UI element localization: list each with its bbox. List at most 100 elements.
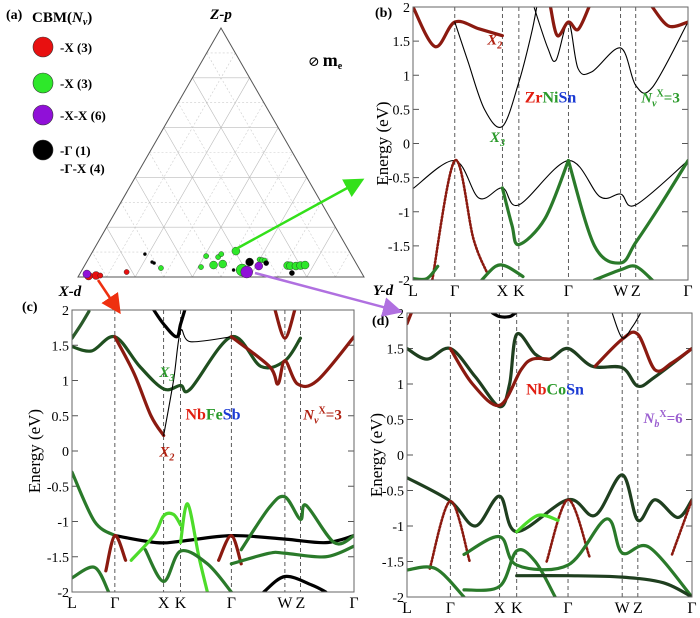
legend-item: -X (3) [32, 72, 92, 94]
kpoint-label: X [494, 600, 506, 617]
band-line [515, 573, 692, 597]
legend-label: -X (3) [60, 40, 92, 55]
ytick-label: 2 [62, 304, 69, 319]
band-line [454, 7, 538, 129]
ternary-point-black [143, 252, 147, 256]
ternary-gridline [220, 152, 293, 278]
valley-annotation: X2 [158, 445, 174, 464]
legend-title: CBM(Nv) [32, 10, 92, 28]
valley-annotation: X3 [489, 130, 505, 149]
valley-annotation: X3 [158, 365, 174, 384]
size-legend: ⊘ me [308, 50, 343, 72]
ternary-point-purple [82, 269, 92, 279]
band-line [104, 533, 128, 573]
ytick-label: -0.5 [47, 480, 69, 495]
ternary-point-black [289, 270, 295, 276]
legend-marker [32, 72, 54, 94]
ternary-gridline [206, 52, 336, 278]
band-line [229, 544, 354, 566]
arrow-to-panel-b [235, 178, 365, 251]
kpoint-label: Γ [349, 595, 358, 612]
arrow-to-panel-d [254, 271, 403, 317]
ytick-label: 0 [403, 138, 410, 153]
ternary-plot [77, 26, 365, 281]
legend-label: -Γ-X (4) [60, 161, 105, 176]
kpoint-label: Γ [110, 595, 119, 612]
band-line [72, 310, 91, 340]
legend-marker [32, 36, 54, 58]
ytick-label: -1 [398, 206, 410, 221]
plot-frame [406, 312, 693, 598]
band-line [611, 313, 642, 339]
ternary-point-black [152, 261, 156, 265]
ternary-gridline [163, 102, 265, 278]
kpoint-label: X [497, 283, 509, 300]
band-line [462, 548, 557, 597]
valley-annotation: X2 [486, 33, 502, 52]
ternary-point-green [218, 251, 225, 257]
ytick-label: -1.5 [388, 240, 410, 255]
band-line [650, 7, 688, 29]
ytick-label: -2 [398, 274, 410, 289]
ternary-point-green [209, 260, 218, 270]
ytick-label: -0.5 [382, 485, 404, 500]
band-line [566, 158, 688, 265]
legend: -X (3) -X (3) -X-X (6) -Γ (1) -Γ-X (4) [32, 36, 106, 176]
plot-frame [412, 6, 689, 281]
band-line [592, 264, 654, 280]
ytick-label: 0 [62, 445, 69, 460]
ternary-gridline [106, 227, 136, 278]
band-line [407, 473, 692, 534]
ternary-gridline [149, 152, 222, 278]
legend-label: -X-X (6) [60, 108, 106, 123]
kpoint-label: Γ [564, 283, 573, 300]
band-line [407, 331, 692, 409]
band-line [407, 565, 466, 597]
ternary-gridline [92, 251, 107, 278]
band-line [545, 498, 591, 563]
kpoint-label: K [175, 595, 187, 612]
band-line [113, 335, 166, 438]
compound-element: Sn [566, 382, 584, 399]
panel-c: (c) L Γ X K Γ W Z Γ 2 1.5 1 0.5 0 -0.5 -1 -1.5 -2 Energy (… [22, 300, 359, 612]
y-axis-label: Energy (eV) [25, 409, 44, 493]
ytick-label: 1 [403, 69, 410, 84]
bands [72, 310, 354, 592]
band-line [72, 470, 117, 538]
legend-marker [32, 104, 54, 126]
ytick-label: -1.5 [47, 551, 69, 566]
legend-item: -Γ (1) -Γ-X (4) [32, 139, 105, 176]
kpoint-label: Γ [683, 283, 692, 300]
ytick-label: -2 [57, 586, 69, 601]
band-line [152, 310, 187, 339]
compound-element: Nb [526, 382, 547, 399]
y-axis-label: Energy (eV) [373, 101, 392, 185]
plot-frame [71, 309, 355, 593]
legend-label: -X (3) [60, 76, 92, 91]
ytick-label: 0 [397, 449, 404, 464]
kpoint-label: Γ [227, 595, 236, 612]
kpoint-label: W [613, 283, 629, 300]
band-line [428, 499, 471, 570]
ternary-point-green [203, 253, 209, 259]
ternary-point-green [198, 264, 204, 270]
kpoint-label: K [511, 600, 523, 617]
ternary-gridline [120, 202, 165, 278]
ternary-point-black [245, 257, 254, 267]
kpoint-label: Γ [687, 600, 696, 617]
band-line [413, 160, 688, 207]
ternary-gridline [192, 77, 308, 278]
ytick-label: -2 [392, 591, 404, 606]
kpoint-label: K [513, 283, 525, 300]
band-line [72, 334, 303, 394]
ytick-label: 0.5 [52, 410, 70, 425]
band-line [217, 534, 243, 566]
band-line [239, 494, 354, 552]
compound-element: Zr [525, 90, 543, 107]
kpoint-label: Z [296, 595, 306, 612]
legend-marker [32, 139, 54, 161]
ternary-point-black [263, 260, 269, 266]
vertex-left-label: X-d [58, 284, 82, 300]
ternary-gridline [134, 177, 193, 278]
vertex-right-label: Y-d [373, 283, 394, 299]
